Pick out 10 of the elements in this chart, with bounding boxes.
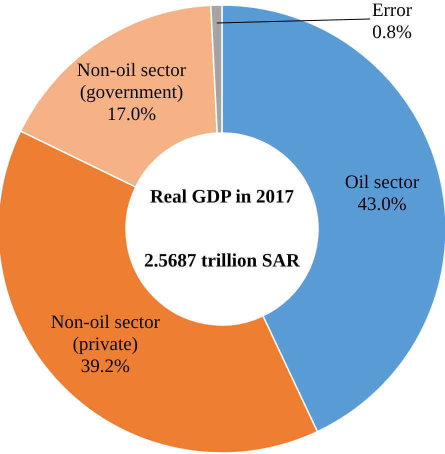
data-label: 43.0% — [358, 194, 407, 215]
slice-label: Oil sector — [344, 172, 420, 193]
data-label: 0.8% — [372, 22, 412, 42]
slice-label: Non-oil sector (private) — [50, 312, 161, 355]
data-label: 39.2% — [80, 356, 130, 377]
text: Real GDP in 2017 — [150, 186, 295, 208]
slice-label: Error — [372, 0, 413, 20]
slice-label: Non-oil sector (government) — [76, 60, 187, 103]
data-label: 17.0% — [106, 104, 156, 125]
text: 2.5687 trillion SAR — [144, 250, 300, 272]
